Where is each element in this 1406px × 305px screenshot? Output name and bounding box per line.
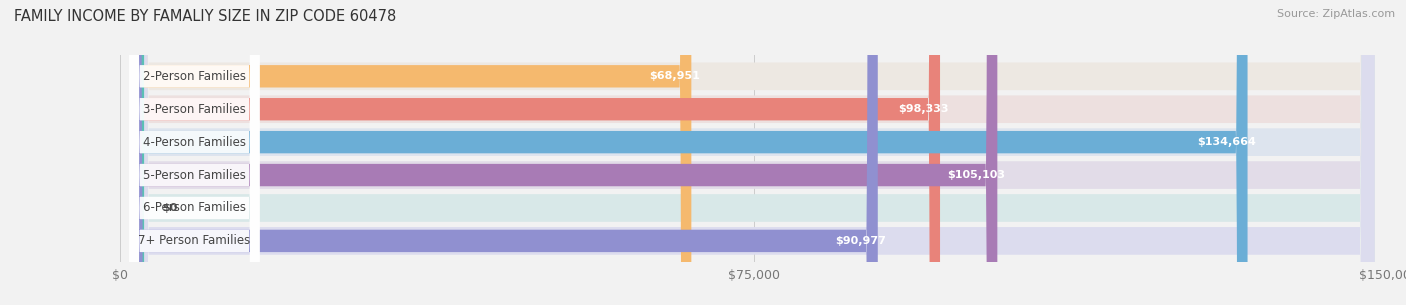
Text: $134,664: $134,664 (1197, 137, 1256, 147)
Text: 5-Person Families: 5-Person Families (143, 169, 246, 181)
FancyBboxPatch shape (134, 0, 1375, 305)
FancyBboxPatch shape (129, 0, 259, 305)
FancyBboxPatch shape (131, 0, 941, 305)
FancyBboxPatch shape (134, 0, 1375, 305)
Text: 4-Person Families: 4-Person Families (143, 136, 246, 149)
Text: $90,977: $90,977 (835, 236, 886, 246)
FancyBboxPatch shape (134, 0, 1375, 305)
Text: Source: ZipAtlas.com: Source: ZipAtlas.com (1277, 9, 1395, 19)
Text: 7+ Person Families: 7+ Person Families (138, 235, 250, 247)
Text: 6-Person Families: 6-Person Families (143, 202, 246, 214)
FancyBboxPatch shape (131, 0, 877, 305)
Text: FAMILY INCOME BY FAMALIY SIZE IN ZIP CODE 60478: FAMILY INCOME BY FAMALIY SIZE IN ZIP COD… (14, 9, 396, 24)
Text: $105,103: $105,103 (948, 170, 1005, 180)
FancyBboxPatch shape (134, 0, 1375, 305)
FancyBboxPatch shape (131, 0, 143, 305)
FancyBboxPatch shape (129, 0, 259, 305)
FancyBboxPatch shape (129, 0, 259, 305)
Text: 2-Person Families: 2-Person Families (143, 70, 246, 83)
FancyBboxPatch shape (131, 0, 1247, 305)
FancyBboxPatch shape (134, 0, 1375, 305)
Text: $0: $0 (162, 203, 177, 213)
FancyBboxPatch shape (129, 0, 259, 305)
FancyBboxPatch shape (134, 0, 1375, 305)
FancyBboxPatch shape (129, 0, 259, 305)
Text: $68,951: $68,951 (648, 71, 700, 81)
Text: 3-Person Families: 3-Person Families (143, 103, 246, 116)
Text: $98,333: $98,333 (898, 104, 948, 114)
FancyBboxPatch shape (129, 0, 259, 305)
FancyBboxPatch shape (131, 0, 997, 305)
FancyBboxPatch shape (131, 0, 692, 305)
